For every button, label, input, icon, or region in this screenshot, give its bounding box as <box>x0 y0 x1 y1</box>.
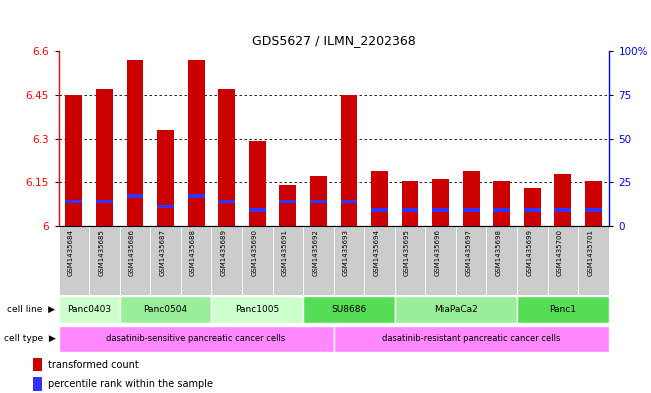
Bar <box>303 296 395 323</box>
Bar <box>463 171 480 226</box>
Text: GSM1435695: GSM1435695 <box>404 230 410 276</box>
Text: GSM1435688: GSM1435688 <box>190 230 196 276</box>
Text: GSM1435687: GSM1435687 <box>159 230 165 276</box>
Text: GSM1435691: GSM1435691 <box>282 230 288 276</box>
Bar <box>187 60 204 226</box>
Bar <box>218 89 235 226</box>
Text: GSM1435698: GSM1435698 <box>495 230 502 276</box>
Bar <box>493 208 510 212</box>
Bar <box>486 226 517 295</box>
Bar <box>126 60 143 226</box>
Text: GSM1435692: GSM1435692 <box>312 230 318 276</box>
Bar <box>371 171 388 226</box>
Text: MiaPaCa2: MiaPaCa2 <box>434 305 478 314</box>
Text: GSM1435690: GSM1435690 <box>251 230 257 276</box>
Bar <box>242 226 273 295</box>
Bar <box>157 130 174 226</box>
Text: Panc1: Panc1 <box>549 305 576 314</box>
Bar <box>340 95 357 226</box>
Bar <box>249 141 266 226</box>
Bar <box>273 226 303 295</box>
Bar <box>555 208 571 212</box>
Bar <box>218 200 235 203</box>
Bar <box>463 208 480 212</box>
Bar <box>249 208 266 212</box>
Text: GSM1435686: GSM1435686 <box>129 230 135 276</box>
Text: GSM1435697: GSM1435697 <box>465 230 471 276</box>
Text: GSM1435700: GSM1435700 <box>557 230 563 276</box>
Bar <box>547 226 578 295</box>
Bar <box>432 179 449 226</box>
Bar <box>181 226 212 295</box>
Text: GSM1435693: GSM1435693 <box>343 230 349 276</box>
Text: Panc0403: Panc0403 <box>67 305 111 314</box>
Bar <box>395 296 517 323</box>
Bar <box>96 89 113 226</box>
Text: dasatinib-resistant pancreatic cancer cells: dasatinib-resistant pancreatic cancer ce… <box>382 334 561 343</box>
Bar <box>555 173 571 226</box>
Bar <box>33 377 42 391</box>
Bar <box>493 181 510 226</box>
Bar <box>578 226 609 295</box>
Bar <box>524 188 541 226</box>
Text: GSM1435684: GSM1435684 <box>68 230 74 276</box>
Bar <box>89 226 120 295</box>
Text: GSM1435699: GSM1435699 <box>526 230 533 276</box>
Bar <box>279 200 296 203</box>
Text: GSM1435701: GSM1435701 <box>587 230 594 276</box>
Text: percentile rank within the sample: percentile rank within the sample <box>48 379 213 389</box>
Text: Panc1005: Panc1005 <box>235 305 279 314</box>
Bar <box>310 200 327 203</box>
Bar <box>150 226 181 295</box>
Bar <box>310 176 327 226</box>
Text: transformed count: transformed count <box>48 360 139 370</box>
Bar <box>66 200 82 203</box>
Bar <box>212 226 242 295</box>
Text: GSM1435689: GSM1435689 <box>221 230 227 276</box>
Bar <box>279 185 296 226</box>
Bar <box>432 208 449 212</box>
Bar <box>120 226 150 295</box>
Bar <box>585 181 602 226</box>
Text: GSM1435694: GSM1435694 <box>374 230 380 276</box>
Bar <box>59 326 334 352</box>
Bar <box>364 226 395 295</box>
Bar <box>59 296 120 323</box>
Bar <box>66 95 82 226</box>
Bar <box>59 226 89 295</box>
Text: cell line  ▶: cell line ▶ <box>7 305 55 314</box>
Bar <box>212 296 303 323</box>
Bar <box>303 226 334 295</box>
Text: GSM1435696: GSM1435696 <box>435 230 441 276</box>
Bar <box>585 208 602 212</box>
Bar <box>120 296 212 323</box>
Bar <box>517 226 547 295</box>
Bar <box>187 195 204 198</box>
Bar <box>96 200 113 203</box>
Bar <box>402 208 419 212</box>
Text: GDS5627 / ILMN_2202368: GDS5627 / ILMN_2202368 <box>252 34 415 47</box>
Bar <box>371 208 388 212</box>
Bar <box>126 195 143 198</box>
Text: dasatinib-sensitive pancreatic cancer cells: dasatinib-sensitive pancreatic cancer ce… <box>107 334 286 343</box>
Bar <box>395 226 425 295</box>
Bar <box>340 200 357 203</box>
Text: SU8686: SU8686 <box>331 305 367 314</box>
Bar <box>425 226 456 295</box>
Bar <box>517 296 609 323</box>
Bar <box>33 358 42 371</box>
Bar <box>524 208 541 212</box>
Bar <box>402 181 419 226</box>
Bar <box>334 226 364 295</box>
Text: GSM1435685: GSM1435685 <box>98 230 104 276</box>
Text: cell type  ▶: cell type ▶ <box>4 334 55 343</box>
Text: Panc0504: Panc0504 <box>143 305 187 314</box>
Bar <box>334 326 609 352</box>
Bar <box>157 205 174 208</box>
Bar <box>456 226 486 295</box>
